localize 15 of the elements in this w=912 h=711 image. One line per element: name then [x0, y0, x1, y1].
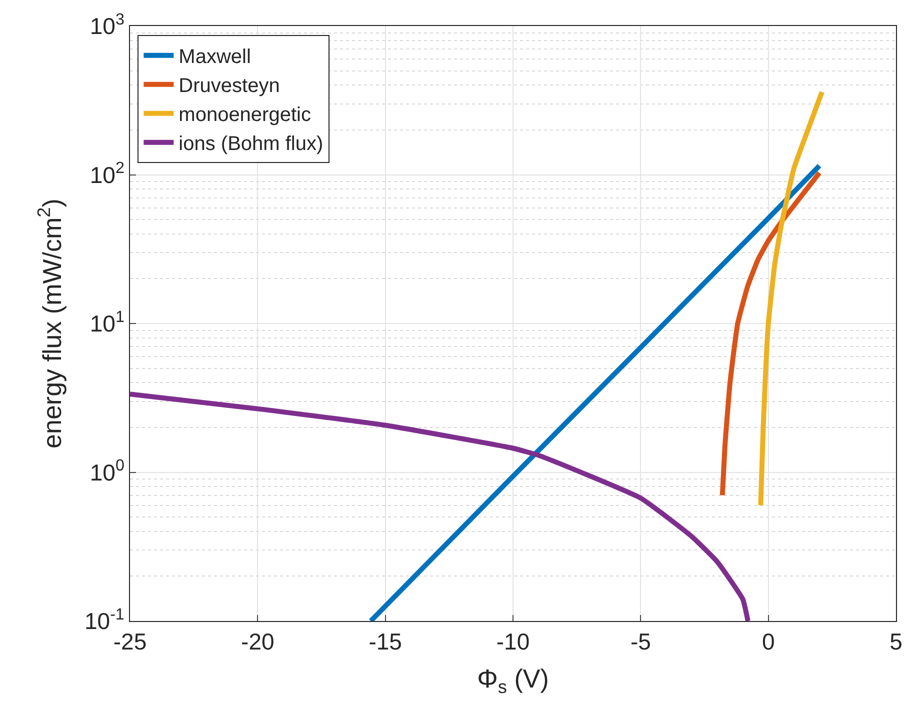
- x-tick-label: -10: [496, 628, 530, 655]
- x-tick-label: -15: [368, 628, 402, 655]
- x-axis-title: Φ$_{s}$ (V): [477, 663, 549, 697]
- y-tick-label: 10$^{0}$: [90, 456, 124, 486]
- legend-label: monoenergetic: [178, 104, 311, 126]
- legend-label: ions (Bohm flux): [178, 133, 324, 156]
- x-tick-label: -5: [630, 628, 651, 655]
- y-tick-label: 10$^{3}$: [90, 10, 124, 40]
- x-tick-label: 0: [762, 628, 775, 655]
- legend-label: Maxwell: [178, 46, 251, 68]
- x-tick-label: -20: [241, 628, 274, 655]
- x-tick-label: 5: [890, 628, 902, 655]
- legend-label: Druvesteyn: [178, 75, 280, 98]
- y-tick-label: 10$^{2}$: [90, 159, 124, 188]
- y-tick-label: 10$^{1}$: [90, 308, 124, 337]
